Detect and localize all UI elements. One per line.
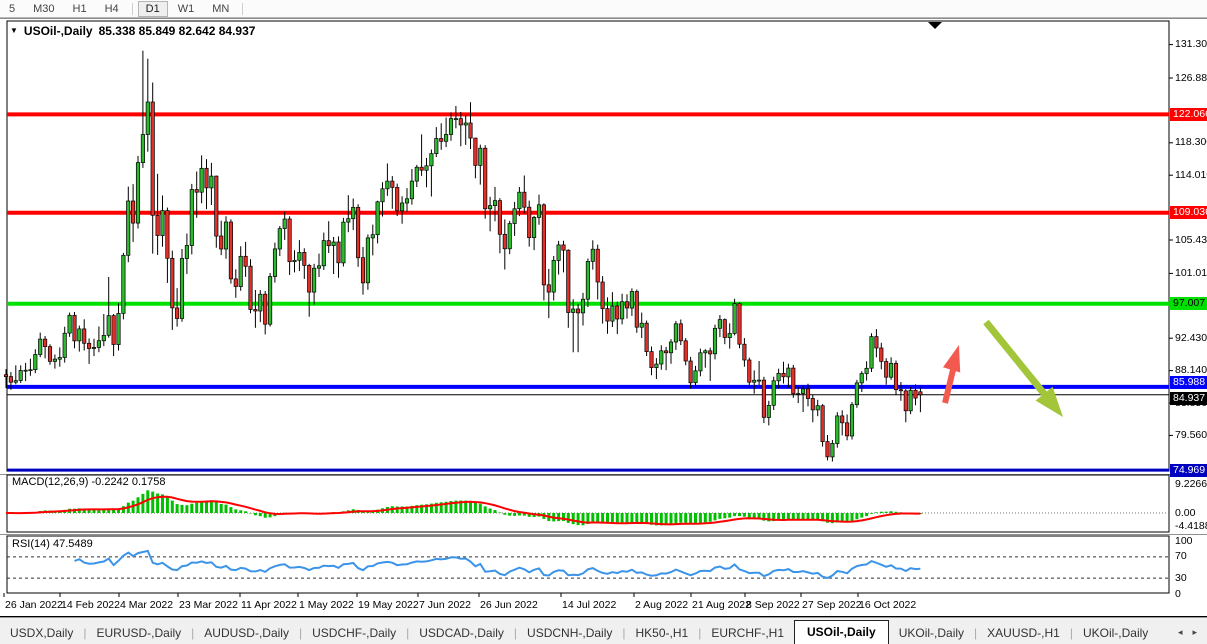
date-label[interactable]: 4 Mar 2022 [120, 599, 174, 611]
chevron-down-icon[interactable]: ▼ [10, 25, 18, 35]
tab-ukoil-daily[interactable]: UKOil-,Daily [1082, 626, 1149, 640]
macd-indicator-label: MACD(12,26,9) -0.2242 0.1758 [12, 476, 166, 488]
timeframe-button-mn[interactable]: MN [212, 2, 230, 15]
tab-separator: | [298, 626, 303, 640]
current-price-label: 84.937 [1170, 392, 1207, 406]
rsi-axis-label: 30 [1175, 571, 1187, 584]
timeframe-button-d1[interactable]: D1 [137, 0, 168, 17]
timeframe-button-m30[interactable]: M30 [33, 2, 55, 15]
timeframe-button-h4[interactable]: H4 [104, 2, 119, 15]
tab-separator: | [83, 626, 87, 640]
tab-separator: | [191, 626, 195, 640]
timeframe-button-5[interactable]: 5 [9, 2, 16, 15]
tab-separator: | [622, 626, 626, 640]
price-level-label: 109.036 [1170, 206, 1207, 220]
toolbar-separator [131, 2, 133, 15]
tab-usdx-daily[interactable]: USDX,Daily [10, 626, 74, 640]
price-level-label: 74.969 [1170, 463, 1207, 477]
date-label[interactable]: 1 May 2022 [299, 599, 354, 611]
tab-usoil-daily-active[interactable]: USOil-,Daily [794, 620, 889, 644]
tab-separator: | [974, 626, 978, 640]
tab-scroll-arrows: ◂ ▸ [1174, 627, 1207, 644]
tab-scroll-left-icon[interactable]: ◂ [1177, 627, 1183, 637]
date-label[interactable]: 27 Sep 2022 [802, 599, 862, 611]
price-tick-label: 79.560 [1175, 428, 1207, 441]
timeframe-button-h1[interactable]: H1 [72, 2, 87, 15]
price-level-label: 97.007 [1170, 297, 1207, 311]
macd-axis-label: -4.4188 [1175, 520, 1207, 533]
rsi-axis-label: 0 [1175, 587, 1181, 600]
tab-audusd-daily[interactable]: AUDUSD-,Daily [204, 626, 289, 640]
tab-usdcnh-daily[interactable]: USDCNH-,Daily [527, 626, 613, 640]
date-label[interactable]: 21 Aug 2022 [692, 599, 751, 611]
tab-usdchf-daily[interactable]: USDCHF-,Daily [312, 626, 397, 640]
symbol-name: USOil-,Daily [23, 24, 93, 38]
price-tick-label: 101.010 [1175, 266, 1207, 279]
tab-eurchf-h1[interactable]: EURCHF-,H1 [711, 626, 784, 640]
tab-separator: | [698, 626, 702, 640]
rsi-axis-label: 70 [1175, 550, 1187, 563]
rsi-indicator-label: RSI(14) 47.5489 [12, 538, 93, 550]
price-tick-label: 114.010 [1175, 168, 1207, 181]
macd-axis-label: 0.00 [1175, 506, 1196, 519]
date-label[interactable]: 14 Jul 2022 [562, 599, 617, 611]
tab-xauusd-h1[interactable]: XAUUSD-,H1 [987, 626, 1060, 640]
toolbar-separator [242, 2, 244, 15]
chart-tab-bar: USDX,Daily | EURUSD-,Daily | AUDUSD-,Daily | U… [0, 617, 1207, 644]
ohlc-values: 85.338 85.849 82.642 84.937 [98, 24, 256, 38]
price-tick-label: 88.140 [1175, 364, 1207, 377]
tab-eurusd-daily[interactable]: EURUSD-,Daily [96, 626, 182, 640]
chart-window: ▼ USOil-,Daily 85.338 85.849 82.642 84.9… [0, 18, 1207, 618]
tab-separator: | [513, 626, 518, 640]
price-tick-label: 126.880 [1175, 71, 1207, 84]
tab-separator: | [1069, 626, 1073, 640]
date-label[interactable]: 26 Jun 2022 [480, 599, 538, 611]
price-level-label: 85.988 [1170, 376, 1207, 390]
timeframe-button-w1[interactable]: W1 [177, 2, 195, 15]
price-tick-label: 131.300 [1175, 38, 1207, 51]
date-label[interactable]: 2 Aug 2022 [635, 599, 689, 611]
macd-axis-label: 9.2266 [1175, 477, 1207, 490]
tab-ukoil-daily[interactable]: UKOil-,Daily [898, 626, 965, 640]
date-label[interactable]: 8 Sep 2022 [746, 599, 800, 611]
date-label[interactable]: 14 Feb 2022 [61, 599, 120, 611]
price-level-label: 122.066 [1170, 107, 1207, 121]
date-label[interactable]: 26 Jan 2022 [5, 599, 63, 611]
price-tick-label: 92.430 [1175, 331, 1207, 344]
price-tick-label: 118.300 [1175, 136, 1207, 149]
date-label[interactable]: 7 Jun 2022 [419, 599, 471, 611]
tab-hk50-h1[interactable]: HK50-,H1 [635, 626, 689, 640]
tab-scroll-right-icon[interactable]: ▸ [1192, 627, 1197, 637]
timeframe-toolbar: 5 M30 H1 H4 D1 W1 MN [0, 0, 1207, 18]
tab-usdcad-daily[interactable]: USDCAD-,Daily [419, 626, 504, 640]
tab-separator: | [406, 626, 410, 640]
date-label[interactable]: 16 Oct 2022 [859, 599, 917, 611]
chart-title: ▼ USOil-,Daily 85.338 85.849 82.642 84.9… [10, 24, 255, 38]
date-label[interactable]: 23 Mar 2022 [179, 599, 238, 611]
rsi-axis-label: 100 [1175, 534, 1193, 547]
chart-canvas[interactable] [0, 19, 1207, 618]
date-label[interactable]: 19 May 2022 [358, 599, 419, 611]
date-label[interactable]: 11 Apr 2022 [241, 599, 297, 611]
price-tick-label: 105.430 [1175, 233, 1207, 246]
